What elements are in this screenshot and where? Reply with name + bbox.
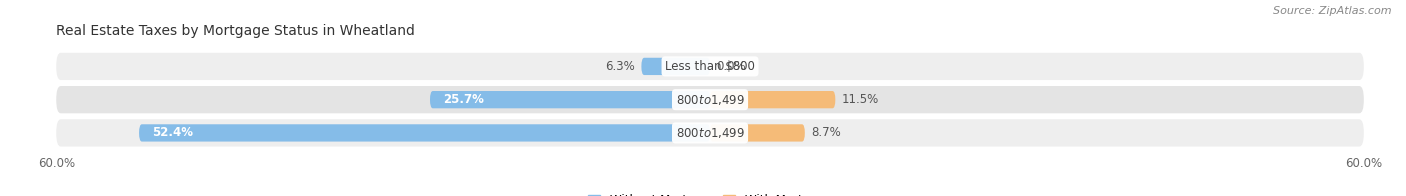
Text: Less than $800: Less than $800: [665, 60, 755, 73]
FancyBboxPatch shape: [710, 91, 835, 108]
Text: 52.4%: 52.4%: [152, 126, 193, 139]
Text: $800 to $1,499: $800 to $1,499: [675, 93, 745, 107]
Text: 6.3%: 6.3%: [605, 60, 636, 73]
FancyBboxPatch shape: [430, 91, 710, 108]
Text: Real Estate Taxes by Mortgage Status in Wheatland: Real Estate Taxes by Mortgage Status in …: [56, 24, 415, 38]
FancyBboxPatch shape: [710, 124, 804, 142]
Text: 8.7%: 8.7%: [811, 126, 841, 139]
Text: 0.0%: 0.0%: [717, 60, 747, 73]
Text: Source: ZipAtlas.com: Source: ZipAtlas.com: [1274, 6, 1392, 16]
FancyBboxPatch shape: [56, 53, 1364, 80]
FancyBboxPatch shape: [139, 124, 710, 142]
Text: $800 to $1,499: $800 to $1,499: [675, 126, 745, 140]
FancyBboxPatch shape: [56, 119, 1364, 147]
FancyBboxPatch shape: [641, 58, 710, 75]
Text: 25.7%: 25.7%: [443, 93, 484, 106]
Text: 11.5%: 11.5%: [842, 93, 879, 106]
FancyBboxPatch shape: [56, 86, 1364, 113]
Legend: Without Mortgage, With Mortgage: Without Mortgage, With Mortgage: [588, 194, 832, 196]
